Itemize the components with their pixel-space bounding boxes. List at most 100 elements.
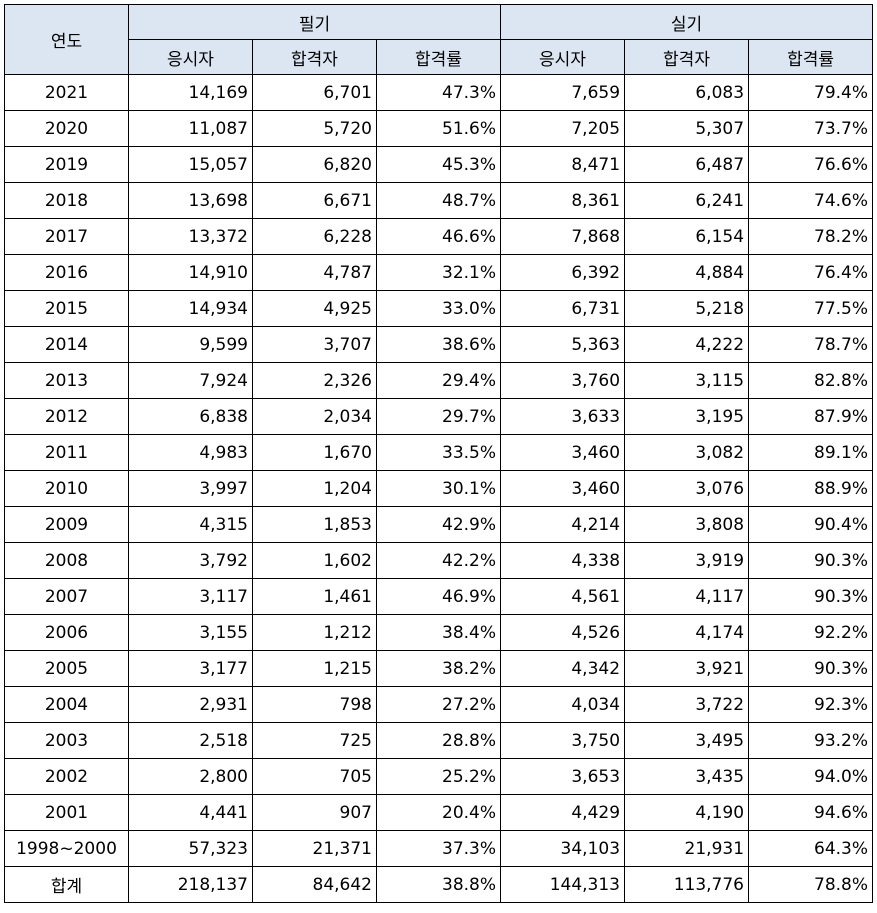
written-passers-cell: 2,034	[252, 398, 377, 435]
written-pass-rate-cell: 32.1%	[375, 254, 502, 291]
written-passers-cell: 6,228	[252, 218, 377, 255]
year-cell: 2021	[4, 74, 129, 111]
practical-passers-cell: 3,115	[624, 362, 750, 399]
practical-passers-cell: 4,174	[624, 614, 750, 651]
written-passers-cell: 1,215	[252, 650, 377, 687]
written-pass-rate-cell: 42.2%	[375, 542, 502, 579]
practical-applicants-cell: 8,471	[500, 146, 626, 183]
written-applicants-cell: 3,117	[128, 578, 253, 615]
practical-pass-rate-cell: 78.8%	[748, 866, 874, 903]
table-row: 2002 2,800 705 25.2% 3,653 3,435 94.0%	[4, 758, 874, 795]
written-applicants-cell: 4,315	[128, 506, 253, 543]
written-pass-rate-cell: 20.4%	[375, 794, 502, 831]
written-applicants-cell: 6,838	[128, 398, 253, 435]
written-applicants-cell: 3,155	[128, 614, 253, 651]
year-cell: 2002	[4, 758, 129, 795]
practical-passers-cell: 3,919	[624, 542, 750, 579]
year-cell: 2018	[4, 182, 129, 219]
practical-pass-rate-cell: 90.3%	[748, 650, 874, 687]
practical-applicants-cell: 4,034	[500, 686, 626, 723]
practical-applicants-cell: 5,363	[500, 326, 626, 363]
written-applicants-cell: 13,698	[128, 182, 253, 219]
year-cell: 2012	[4, 398, 129, 435]
table-row: 1998~2000 57,323 21,371 37.3% 34,103 21,931 64…	[4, 830, 874, 867]
table-row: 2007 3,117 1,461 46.9% 4,561 4,117 90.3%	[4, 578, 874, 615]
written-applicants-cell: 57,323	[128, 830, 253, 867]
practical-passers-cell: 5,218	[624, 290, 750, 327]
written-passers-cell: 4,925	[252, 290, 377, 327]
practical-passers-cell: 6,487	[624, 146, 750, 183]
header-practical-applicants: 응시자	[500, 39, 626, 75]
table-row: 2017 13,372 6,228 46.6% 7,868 6,154 78.2%	[4, 218, 874, 255]
practical-pass-rate-cell: 92.2%	[748, 614, 874, 651]
table-row: 2015 14,934 4,925 33.0% 6,731 5,218 77.5%	[4, 290, 874, 327]
practical-applicants-cell: 34,103	[500, 830, 626, 867]
practical-pass-rate-cell: 94.6%	[748, 794, 874, 831]
written-applicants-cell: 7,924	[128, 362, 253, 399]
table-row: 2016 14,910 4,787 32.1% 6,392 4,884 76.4%	[4, 254, 874, 291]
table-row: 2008 3,792 1,602 42.2% 4,338 3,919 90.3%	[4, 542, 874, 579]
exam-stats-table: 연도 필기 실기 응시자 합격자 합격률 응시자 합격자 합격률 2021 14,…	[4, 4, 874, 903]
year-cell: 2007	[4, 578, 129, 615]
practical-passers-cell: 3,495	[624, 722, 750, 759]
written-applicants-cell: 15,057	[128, 146, 253, 183]
written-passers-cell: 907	[252, 794, 377, 831]
written-passers-cell: 84,642	[252, 866, 377, 903]
header-written-applicants: 응시자	[128, 39, 253, 75]
practical-applicants-cell: 7,205	[500, 110, 626, 147]
header-row-sub: 응시자 합격자 합격률 응시자 합격자 합격률	[5, 39, 874, 75]
practical-applicants-cell: 144,313	[500, 866, 626, 903]
practical-applicants-cell: 3,633	[500, 398, 626, 435]
year-cell: 2011	[4, 434, 129, 471]
practical-passers-cell: 6,241	[624, 182, 750, 219]
practical-pass-rate-cell: 64.3%	[748, 830, 874, 867]
header-written: 필기	[127, 4, 502, 40]
written-applicants-cell: 2,800	[128, 758, 253, 795]
year-cell: 2005	[4, 650, 129, 687]
practical-applicants-cell: 3,460	[500, 470, 626, 507]
practical-pass-rate-cell: 79.4%	[748, 74, 874, 111]
year-cell: 2016	[4, 254, 129, 291]
written-passers-cell: 21,371	[252, 830, 377, 867]
header-year: 연도	[4, 4, 129, 75]
practical-applicants-cell: 3,460	[500, 434, 626, 471]
written-applicants-cell: 2,931	[128, 686, 253, 723]
written-pass-rate-cell: 51.6%	[375, 110, 502, 147]
practical-pass-rate-cell: 88.9%	[748, 470, 874, 507]
header-practical-passers: 합격자	[624, 39, 750, 75]
practical-applicants-cell: 4,342	[500, 650, 626, 687]
written-applicants-cell: 9,599	[128, 326, 253, 363]
practical-pass-rate-cell: 82.8%	[748, 362, 874, 399]
practical-applicants-cell: 3,750	[500, 722, 626, 759]
practical-pass-rate-cell: 73.7%	[748, 110, 874, 147]
practical-applicants-cell: 6,392	[500, 254, 626, 291]
written-passers-cell: 2,326	[252, 362, 377, 399]
practical-applicants-cell: 4,338	[500, 542, 626, 579]
written-applicants-cell: 3,177	[128, 650, 253, 687]
written-passers-cell: 725	[252, 722, 377, 759]
practical-passers-cell: 4,222	[624, 326, 750, 363]
written-pass-rate-cell: 38.4%	[375, 614, 502, 651]
practical-pass-rate-cell: 76.6%	[748, 146, 874, 183]
practical-applicants-cell: 7,868	[500, 218, 626, 255]
written-applicants-cell: 4,441	[128, 794, 253, 831]
practical-applicants-cell: 3,653	[500, 758, 626, 795]
table-row: 2003 2,518 725 28.8% 3,750 3,495 93.2%	[4, 722, 874, 759]
year-cell: 2003	[4, 722, 129, 759]
practical-passers-cell: 3,722	[624, 686, 750, 723]
table-row: 2001 4,441 907 20.4% 4,429 4,190 94.6%	[4, 794, 874, 831]
written-passers-cell: 6,671	[252, 182, 377, 219]
written-passers-cell: 1,461	[252, 578, 377, 615]
written-passers-cell: 1,602	[252, 542, 377, 579]
table-row: 합계 218,137 84,642 38.8% 144,313 113,776 78.8%	[4, 866, 874, 903]
table-header: 연도 필기 실기 응시자 합격자 합격률 응시자 합격자 합격률	[4, 4, 874, 75]
written-passers-cell: 1,853	[252, 506, 377, 543]
practical-passers-cell: 6,154	[624, 218, 750, 255]
practical-pass-rate-cell: 87.9%	[748, 398, 874, 435]
written-passers-cell: 6,701	[252, 74, 377, 111]
written-pass-rate-cell: 37.3%	[375, 830, 502, 867]
year-cell: 2019	[4, 146, 129, 183]
written-passers-cell: 1,670	[252, 434, 377, 471]
year-cell: 2009	[4, 506, 129, 543]
written-pass-rate-cell: 30.1%	[375, 470, 502, 507]
